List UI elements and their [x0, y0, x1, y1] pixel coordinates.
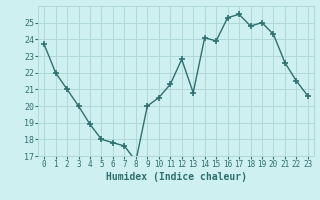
X-axis label: Humidex (Indice chaleur): Humidex (Indice chaleur) [106, 172, 246, 182]
